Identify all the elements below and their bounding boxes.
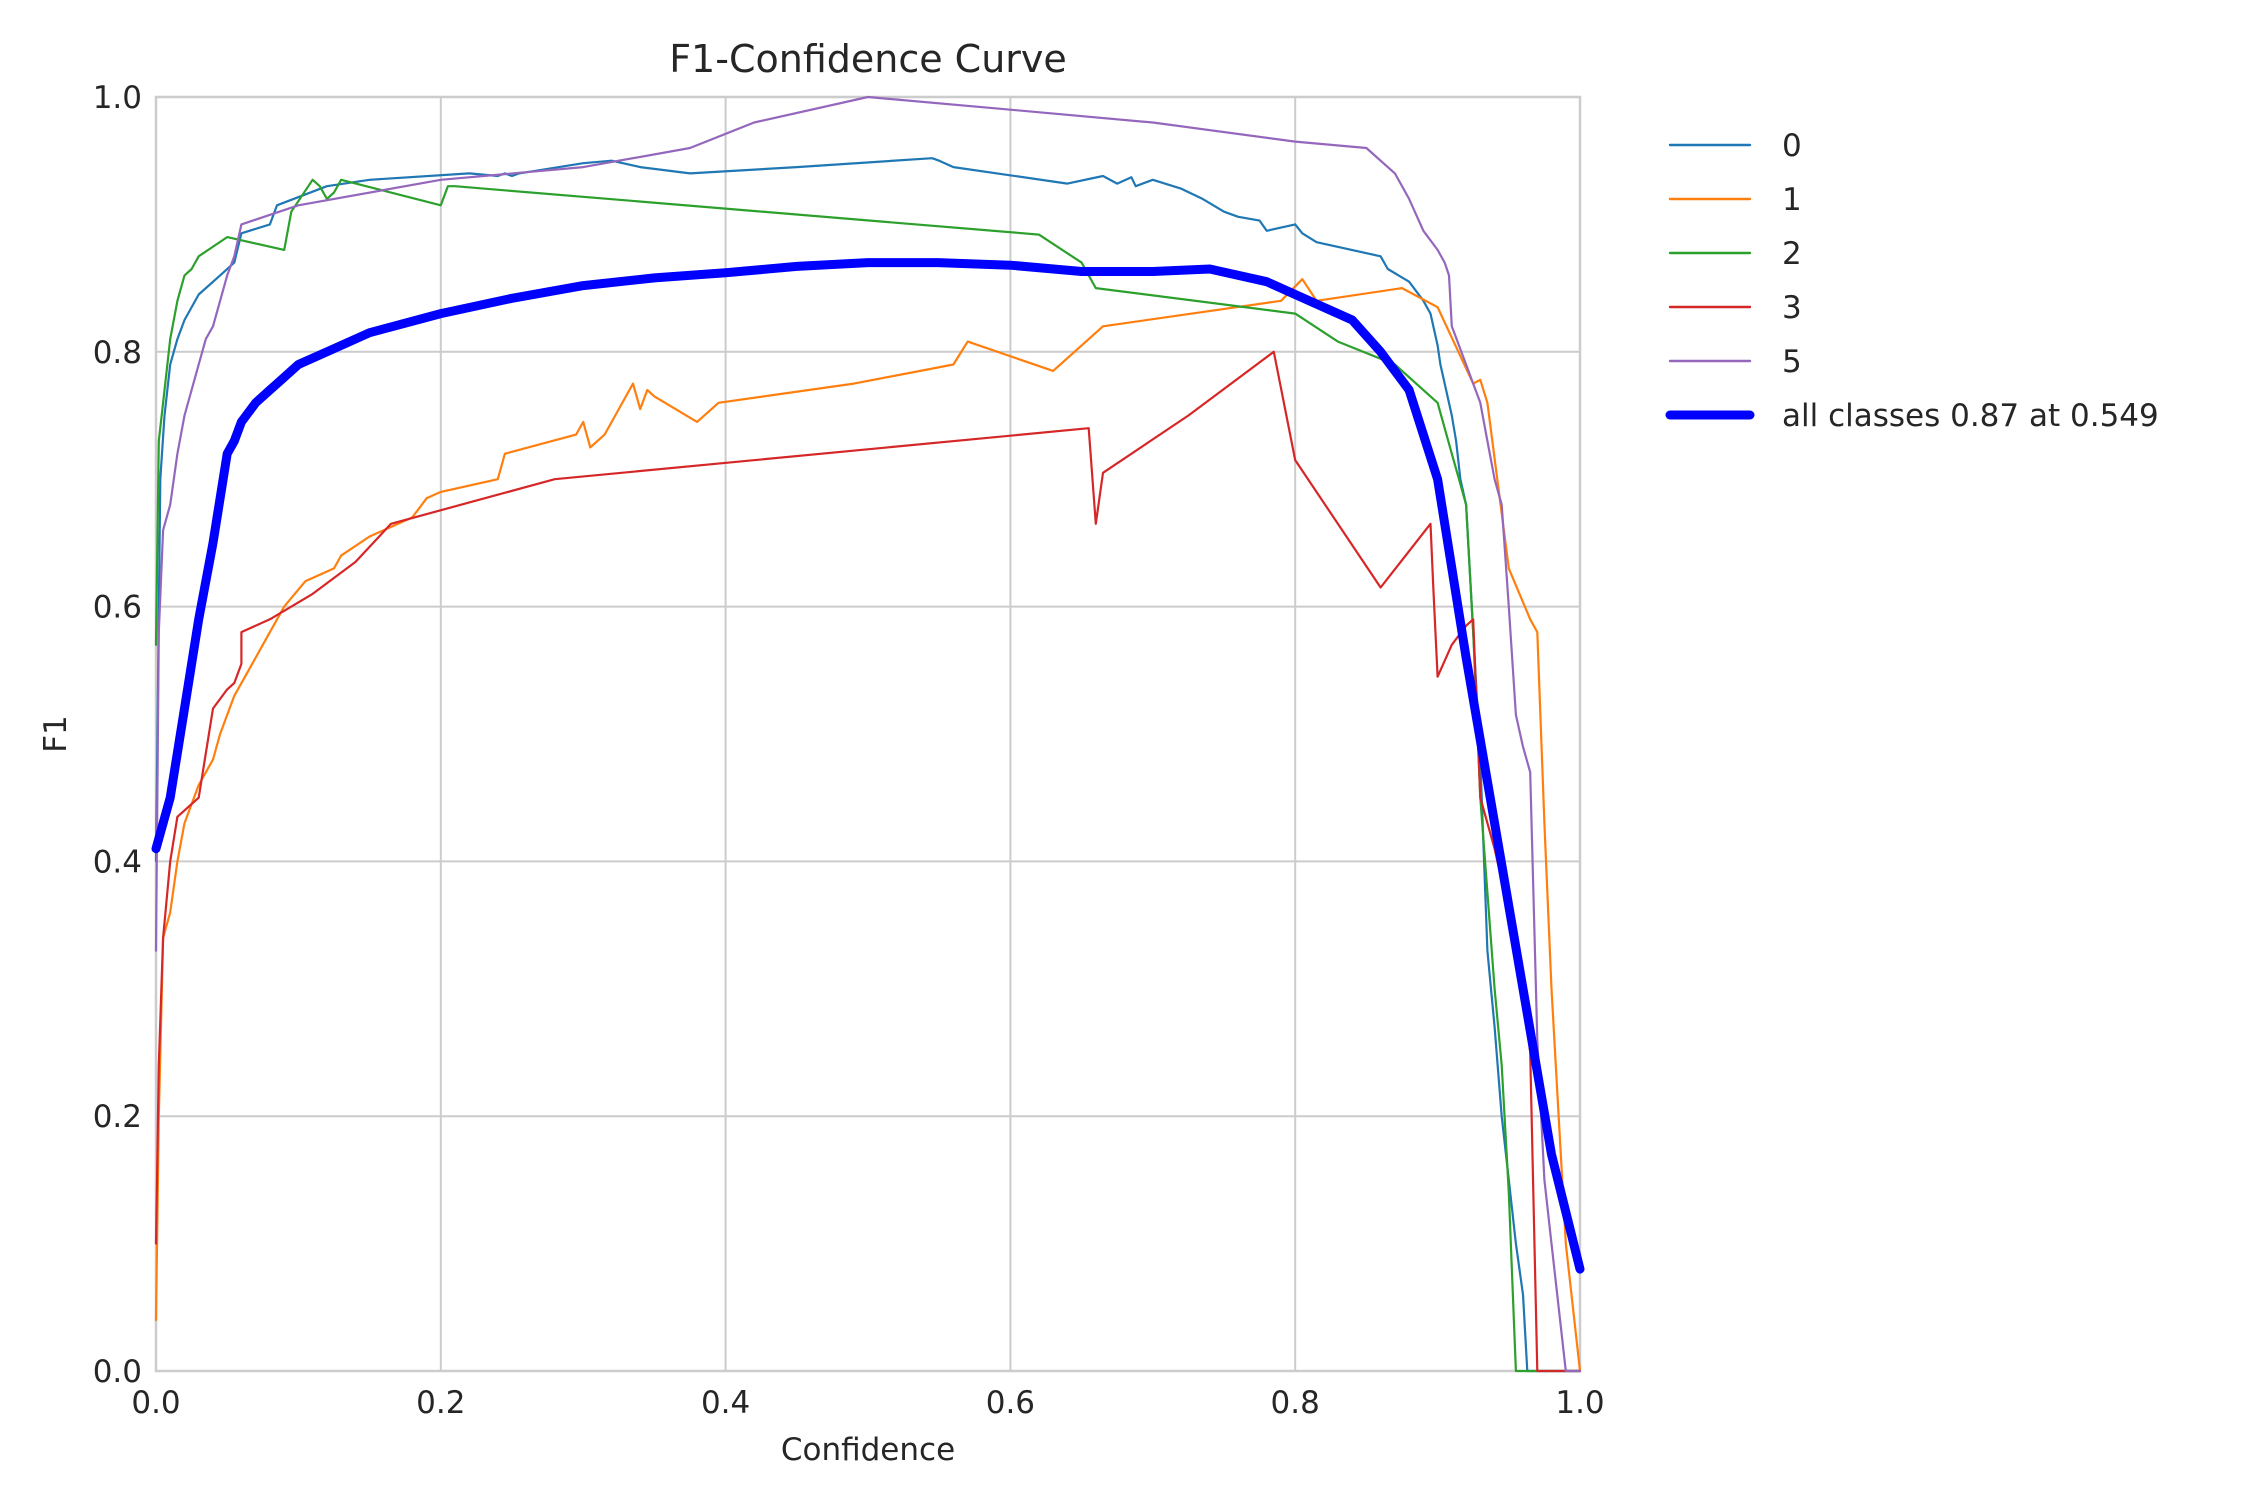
legend-label: 1	[1782, 182, 1802, 218]
x-tick-label: 0.0	[131, 1385, 180, 1421]
y-tick-label: 0.2	[93, 1099, 142, 1135]
x-tick-label: 1.0	[1555, 1385, 1604, 1421]
series-layer	[151, 95, 1585, 1373]
y-tick-label: 0.4	[93, 844, 142, 880]
series-line-class-5	[154, 95, 1582, 1373]
x-axis-label: Confidence	[781, 1432, 955, 1468]
legend-label: all classes 0.87 at 0.549	[1782, 398, 2159, 434]
x-tick-label: 0.4	[701, 1385, 750, 1421]
x-tick-label: 0.6	[986, 1385, 1035, 1421]
legend: 0 1 2 3 5 all classes 0.87 at 0.549	[1665, 128, 2159, 434]
chart-title: F1-Confidence Curve	[669, 37, 1067, 81]
series-line-class-1	[154, 278, 1582, 1373]
series-line-all-classes	[151, 258, 1585, 1274]
y-axis-label: F1	[38, 715, 74, 753]
series-line-class-3	[154, 350, 1582, 1373]
legend-label: 2	[1782, 236, 1802, 272]
legend-label: 0	[1782, 128, 1802, 164]
tick-labels: 0.0 0.2 0.4 0.6 0.8 1.0 0.0 0.2 0.4 0.6 0.8 1.0	[93, 80, 1605, 1421]
y-tick-label: 1.0	[93, 80, 142, 116]
x-tick-label: 0.2	[416, 1385, 465, 1421]
legend-label: 5	[1782, 344, 1802, 380]
x-tick-label: 0.8	[1271, 1385, 1320, 1421]
y-tick-label: 0.6	[93, 590, 142, 626]
legend-label: 3	[1782, 290, 1802, 326]
y-tick-label: 0.8	[93, 335, 142, 371]
y-tick-label: 0.0	[93, 1354, 142, 1390]
